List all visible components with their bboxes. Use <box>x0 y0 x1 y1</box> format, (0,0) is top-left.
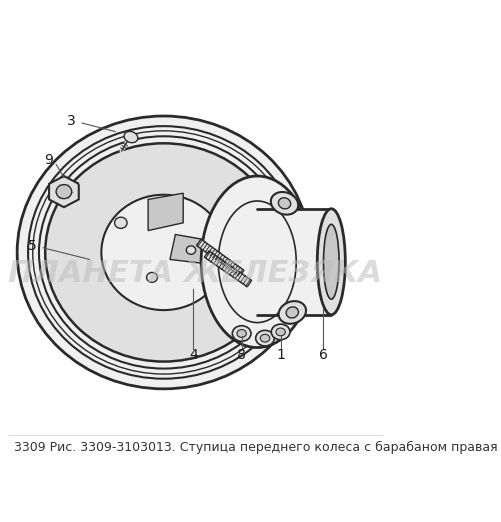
Ellipse shape <box>271 192 298 215</box>
Ellipse shape <box>317 209 345 315</box>
Text: 5: 5 <box>29 239 37 253</box>
Polygon shape <box>170 234 206 263</box>
Ellipse shape <box>279 198 291 209</box>
Ellipse shape <box>39 136 289 369</box>
Ellipse shape <box>101 195 226 310</box>
Ellipse shape <box>17 116 310 389</box>
Ellipse shape <box>276 328 285 336</box>
Ellipse shape <box>115 217 127 229</box>
Ellipse shape <box>232 326 251 341</box>
Ellipse shape <box>201 176 313 348</box>
Ellipse shape <box>147 272 157 282</box>
Ellipse shape <box>124 132 138 143</box>
Polygon shape <box>257 209 331 315</box>
Text: 3: 3 <box>67 114 76 128</box>
Text: ПЛАНЕТА ЖЕЛЕЗЯКА: ПЛАНЕТА ЖЕЛЕЗЯКА <box>9 259 382 288</box>
Ellipse shape <box>261 334 270 342</box>
Text: 4: 4 <box>189 348 198 362</box>
Ellipse shape <box>186 246 196 254</box>
Ellipse shape <box>45 144 282 362</box>
Ellipse shape <box>237 329 246 337</box>
Polygon shape <box>49 176 79 207</box>
Ellipse shape <box>256 330 275 346</box>
Ellipse shape <box>56 185 72 199</box>
Text: 9: 9 <box>44 153 53 168</box>
Text: 1: 1 <box>276 348 285 362</box>
Ellipse shape <box>324 224 339 299</box>
Text: 3309 Рис. 3309-3103013. Ступица переднего колеса с барабаном правая: 3309 Рис. 3309-3103013. Ступица переднег… <box>14 441 497 454</box>
Ellipse shape <box>279 301 306 324</box>
Polygon shape <box>196 239 244 277</box>
Polygon shape <box>204 251 252 287</box>
Text: 8: 8 <box>237 348 246 362</box>
Polygon shape <box>148 193 183 231</box>
Ellipse shape <box>286 307 299 318</box>
Ellipse shape <box>271 324 290 340</box>
Text: 6: 6 <box>319 348 328 362</box>
